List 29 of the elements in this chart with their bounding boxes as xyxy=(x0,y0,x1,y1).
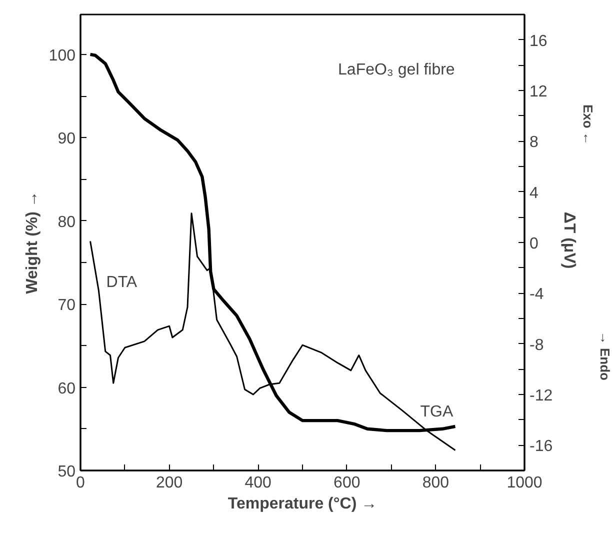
y2-tick-label: -12 xyxy=(530,388,553,404)
x-tick-label: 400 xyxy=(244,474,272,492)
text: Exo ← xyxy=(580,104,596,145)
x-axis-title: Temperature (°C) → xyxy=(228,496,378,512)
y2-tick-label: 12 xyxy=(530,84,548,100)
y-tick-label: 80 xyxy=(58,214,76,231)
text: → Endo xyxy=(598,331,612,381)
y2-tick-label: -4 xyxy=(530,286,544,304)
x-tick-label: 1000 xyxy=(506,474,542,492)
y-tick-label: 70 xyxy=(58,297,76,314)
y2-tick-label: 0 xyxy=(530,236,538,252)
y-axis-title: Weight (%) → xyxy=(24,191,41,294)
x-tick-label: 600 xyxy=(334,474,360,492)
y-tick-label: 100 xyxy=(48,47,76,64)
x-tick-label: 200 xyxy=(156,474,183,492)
y2-tick-label: -8 xyxy=(530,336,544,354)
annotation: LaFeO₃ gel fibre xyxy=(338,61,455,78)
y2-tick-label: 8 xyxy=(530,134,538,152)
y2-tick-label: 4 xyxy=(530,184,538,202)
x-tick-label: 0 xyxy=(76,474,86,492)
y2-tick-label: 16 xyxy=(530,32,548,50)
y2-axis-title: ΔT (μV) xyxy=(560,212,578,269)
x-tick-label: 800 xyxy=(422,474,450,492)
y2-tick-label: -16 xyxy=(530,438,553,456)
y-tick-label: 60 xyxy=(58,380,76,398)
y-tick-label: 90 xyxy=(58,130,76,148)
series-label: DTA xyxy=(106,274,138,292)
y-tick-label: 50 xyxy=(58,464,76,480)
series-label: TGA xyxy=(420,403,454,420)
